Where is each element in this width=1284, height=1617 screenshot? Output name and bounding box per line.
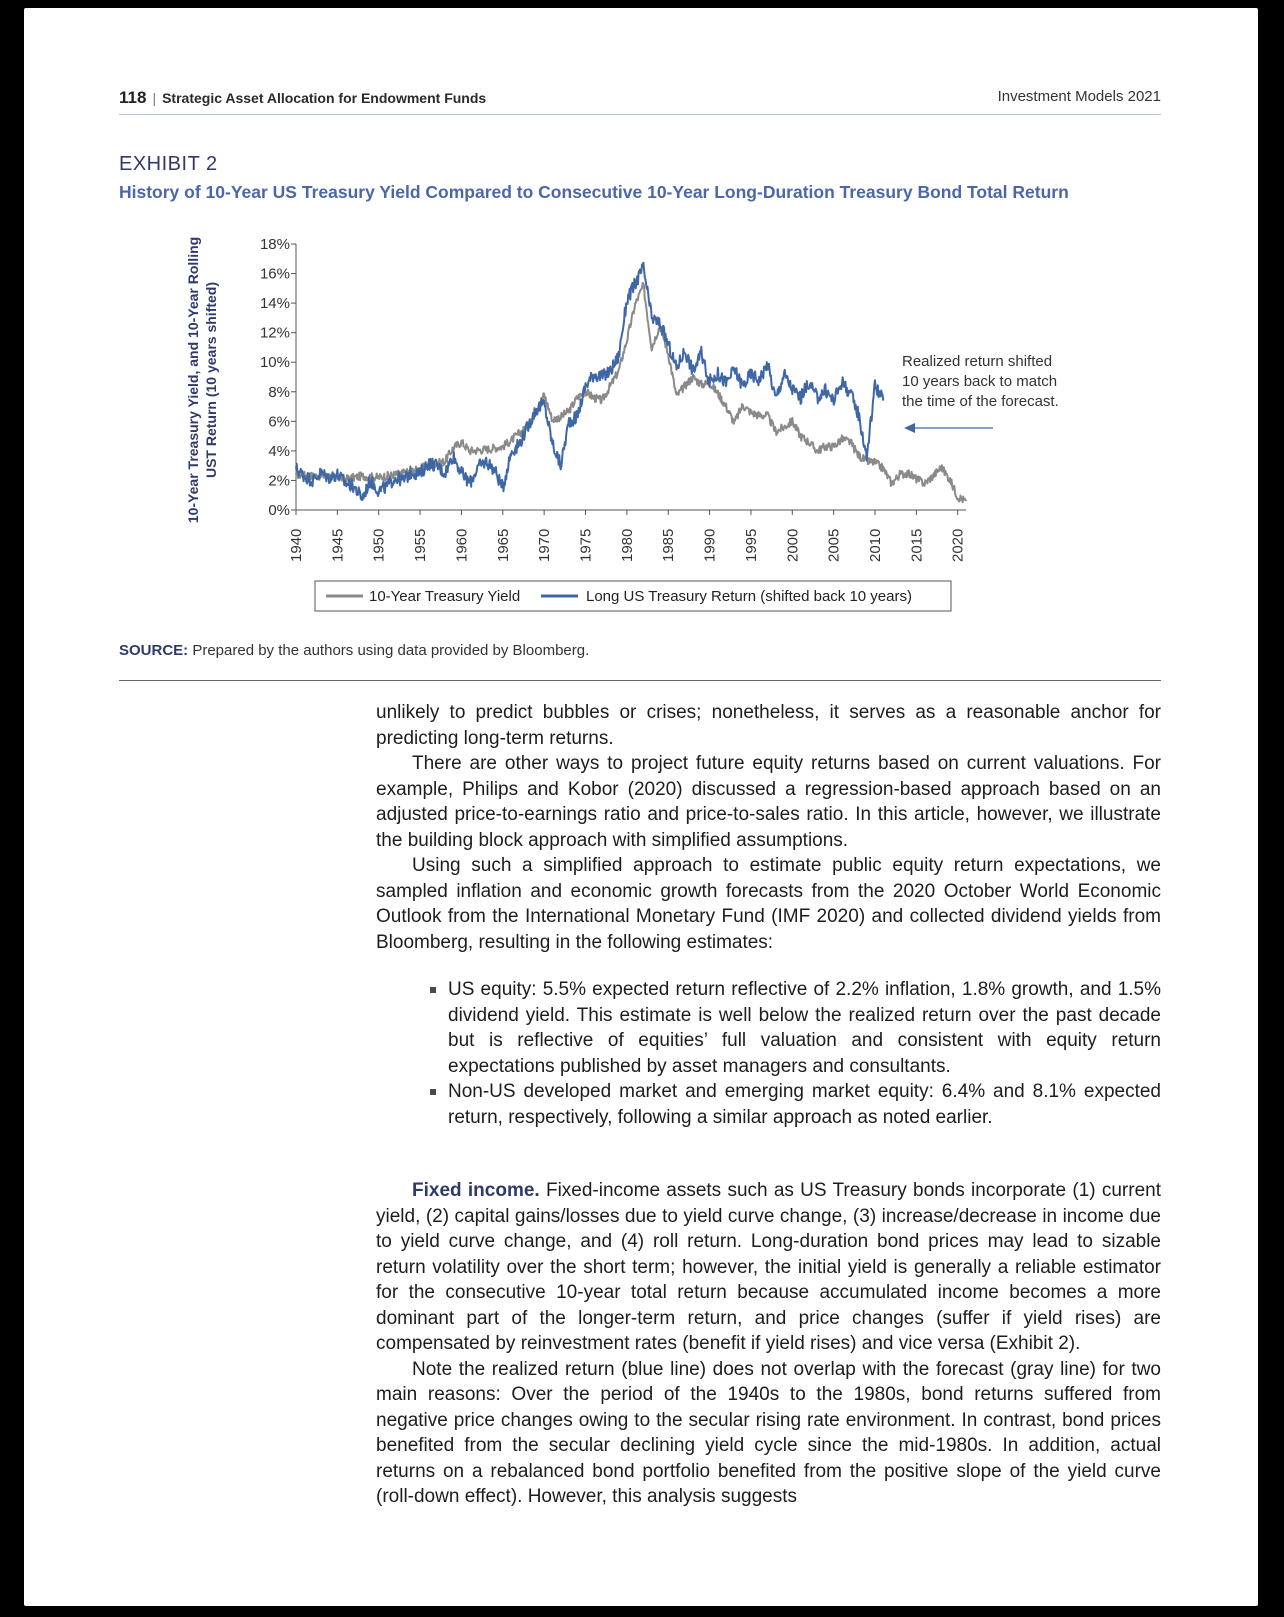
paragraph-5: Note the realized return (blue line) doe…	[376, 1358, 1161, 1508]
annotation-line1: Realized return shifted	[902, 353, 1052, 370]
x-tick-label: 1995	[743, 529, 760, 562]
y-axis-label-line2: UST Return (10 years shifted)	[203, 282, 219, 478]
paragraph-fixed-income: Fixed income. Fixed-income assets such a…	[376, 1178, 1161, 1357]
spacer	[376, 1152, 1161, 1178]
x-tick-label: 2000	[784, 529, 801, 562]
x-tick-label: 1950	[371, 529, 388, 562]
y-tick-label: 6%	[268, 413, 290, 430]
y-tick-label: 18%	[260, 236, 290, 253]
x-tick-label: 1975	[578, 529, 595, 562]
series-line-long-treasury-return	[295, 261, 885, 501]
y-tick-label: 16%	[260, 266, 290, 283]
header-separator: |	[152, 90, 157, 106]
annotation: Realized return shifted 10 years back to…	[902, 353, 1059, 433]
chart: 0% 2% 4% 6% 8% 10% 12% 14% 16% 18% 1940 1945 1950 195…	[119, 228, 1179, 638]
annotation-line3: the time of the forecast.	[902, 393, 1059, 410]
x-tick-label: 1945	[329, 529, 346, 562]
legend: 10-Year Treasury Yield Long US Treasury …	[314, 580, 952, 612]
y-tick-label: 12%	[260, 325, 290, 342]
chart-svg: 0% 2% 4% 6% 8% 10% 12% 14% 16% 18% 1940 1945 1950 195…	[185, 236, 1059, 612]
source-note: SOURCE: Prepared by the authors using da…	[119, 642, 589, 659]
y-tick-label: 0%	[268, 502, 290, 519]
page-number: 118	[119, 88, 147, 107]
fixed-income-heading: Fixed income.	[412, 1180, 540, 1201]
x-tick-label: 1980	[619, 529, 636, 562]
paragraph-3: Using such a simplified approach to esti…	[376, 855, 1161, 953]
list-item: Non-US developed market and emerging mar…	[428, 1079, 1161, 1130]
body-text: unlikely to predict bubbles or crises; n…	[376, 700, 1161, 1510]
x-tick-label: 1955	[412, 529, 429, 562]
x-tick-label: 1970	[536, 529, 553, 562]
x-tick-label: 2005	[826, 529, 843, 562]
page: 118 | Strategic Asset Allocation for Endow…	[24, 8, 1258, 1606]
y-tick-label: 10%	[260, 354, 290, 371]
running-title: Strategic Asset Allocation for Endowment…	[162, 90, 487, 106]
x-tick-label: 1965	[495, 529, 512, 562]
x-tick-label: 2010	[867, 529, 884, 562]
annotation-arrowhead	[904, 423, 915, 433]
journal-name: Investment Models 2021	[997, 88, 1161, 105]
series-line-treasury-yield	[295, 281, 967, 504]
x-tick-label: 1940	[288, 529, 305, 562]
exhibit-title: History of 10-Year US Treasury Yield Com…	[119, 182, 1069, 202]
x-tick-label: 2015	[908, 529, 925, 562]
paragraph-1: unlikely to predict bubbles or crises; n…	[376, 702, 1161, 749]
exhibit-label: EXHIBIT 2	[119, 153, 218, 175]
x-tick-label: 1960	[453, 529, 470, 562]
y-tick-label: 14%	[260, 295, 290, 312]
y-tick-label: 8%	[268, 384, 290, 401]
x-tick-label: 1985	[660, 529, 677, 562]
y-tick-label: 4%	[268, 443, 290, 460]
source-label: SOURCE:	[119, 642, 189, 659]
list-item: US equity: 5.5% expected return reflecti…	[428, 977, 1161, 1079]
x-tick-label: 1990	[702, 529, 719, 562]
paragraph-2: There are other ways to project future e…	[376, 753, 1161, 851]
section-divider	[119, 680, 1161, 681]
legend-box	[314, 580, 952, 612]
y-axis-label-line1: 10-Year Treasury Yield, and 10-Year Roll…	[185, 237, 201, 523]
running-header: 118 | Strategic Asset Allocation for Endow…	[119, 78, 1161, 115]
header-left: 118 | Strategic Asset Allocation for Endow…	[119, 88, 486, 108]
legend-label-return: Long US Treasury Return (shifted back 10…	[586, 588, 912, 605]
legend-label-yield: 10-Year Treasury Yield	[369, 588, 520, 605]
estimates-list: US equity: 5.5% expected return reflecti…	[428, 977, 1161, 1130]
x-tick-label: 2020	[950, 529, 967, 562]
annotation-line2: 10 years back to match	[902, 373, 1057, 390]
fixed-income-text: Fixed-income assets such as US Treasury …	[376, 1180, 1161, 1354]
source-text: Prepared by the authors using data provi…	[192, 642, 590, 659]
y-tick-label: 2%	[268, 472, 290, 489]
